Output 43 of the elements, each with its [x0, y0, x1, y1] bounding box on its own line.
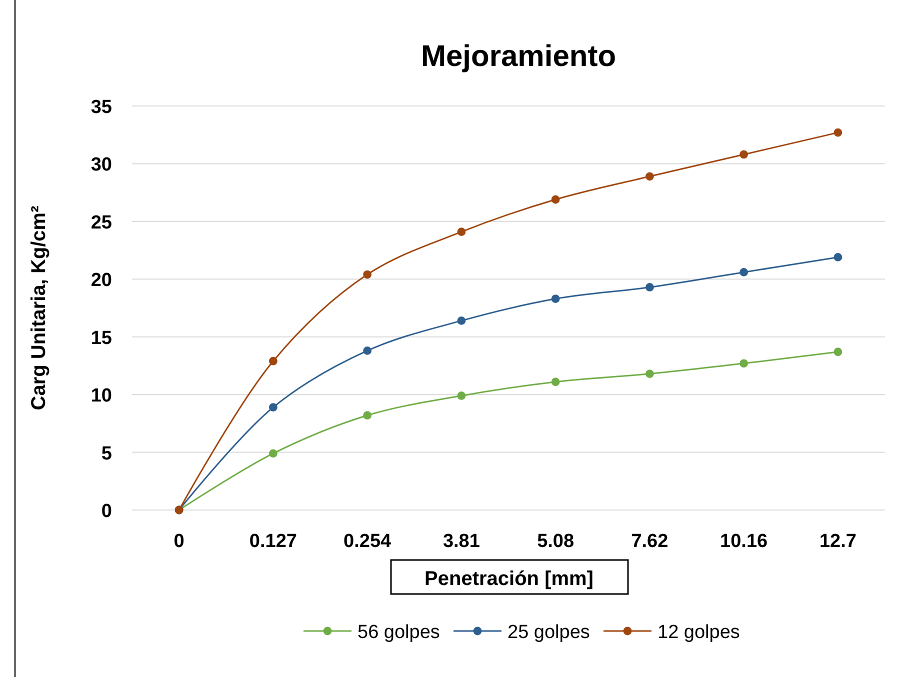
point: [645, 370, 654, 378]
x-tick-label: 5.08: [537, 531, 574, 552]
point: [457, 392, 466, 400]
point: [551, 378, 560, 386]
y-tick-label: 10: [90, 386, 112, 407]
legend-label: 12 golpes: [658, 622, 740, 643]
y-tick-label: 20: [90, 270, 112, 292]
y-tick-label: 15: [90, 328, 112, 349]
chart-title: Mejoramiento: [420, 40, 616, 73]
x-tick-label: 10.16: [720, 531, 768, 552]
x-tick-label: 3.81: [442, 531, 480, 552]
point: [457, 316, 466, 325]
point: [363, 270, 372, 279]
point: [457, 228, 466, 236]
legend-label: 25 golpes: [508, 622, 590, 643]
y-tick-label: 25: [90, 212, 112, 234]
point: [363, 411, 372, 420]
point: [268, 403, 278, 412]
legend-label: 56 golpes: [358, 622, 440, 643]
y-tick-label: 30: [90, 154, 112, 176]
y-tick-label: 0: [101, 501, 112, 522]
point: [645, 172, 654, 181]
point: [551, 294, 560, 303]
point: [645, 283, 654, 292]
y-tick-label: 5: [101, 443, 112, 464]
point: [740, 150, 748, 159]
x-tick-label: 12.7: [819, 531, 856, 552]
point: [268, 449, 278, 458]
point: [551, 195, 560, 204]
point: [268, 356, 278, 366]
x-tick-label: 0.254: [344, 531, 392, 552]
x-tick-label: 0: [174, 531, 184, 552]
point: [740, 268, 748, 276]
point: [740, 359, 748, 368]
x-axis-title: Penetración [mm]: [424, 568, 594, 590]
x-tick-label: 7.62: [631, 531, 668, 552]
point: [363, 346, 372, 355]
point: [834, 348, 842, 356]
point: [834, 253, 842, 262]
x-tick-label: 0.127: [249, 531, 297, 552]
point: [834, 128, 842, 137]
y-axis-title: Carg Unitaria, Kg/cm²: [28, 205, 50, 410]
y-tick-label: 35: [90, 97, 112, 118]
